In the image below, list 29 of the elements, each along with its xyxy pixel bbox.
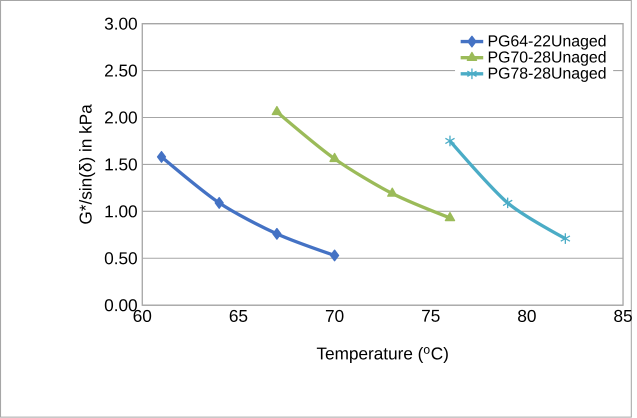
y-tick-label: 2.50 xyxy=(105,64,137,77)
point xyxy=(560,232,571,245)
point xyxy=(444,212,456,222)
point xyxy=(502,197,513,209)
point xyxy=(272,228,282,240)
x-tick-label: 85 xyxy=(614,310,632,322)
point xyxy=(444,135,456,148)
y-tick-label: 0.00 xyxy=(104,299,137,312)
x-tick-label: 80 xyxy=(518,310,536,322)
point xyxy=(329,152,340,162)
x-tick-label: 60 xyxy=(134,310,152,322)
point xyxy=(387,188,398,197)
legend-label: PG64-22Unaged xyxy=(488,34,606,50)
legend-label: PG70-28Unaged xyxy=(488,51,606,66)
y-tick-label: 0.50 xyxy=(104,252,137,264)
point xyxy=(214,197,224,209)
x-axis-title: Temperature ($^{o}$C) xyxy=(316,347,448,364)
y-tick-label: 1.00 xyxy=(105,205,137,218)
y-tick-label: 2.00 xyxy=(105,112,137,124)
x-tick-label: 75 xyxy=(422,310,440,322)
y-tick-label: 1.50 xyxy=(105,158,137,171)
y-axis-title: G*/sin(δ) in kPa xyxy=(79,104,96,224)
x-tick-label: 70 xyxy=(326,310,344,322)
x-tick-label: 65 xyxy=(230,310,248,322)
point xyxy=(272,106,282,116)
point xyxy=(330,250,340,262)
y-tick-label: 3.00 xyxy=(104,18,137,30)
legend-label: PG78-28Unaged xyxy=(488,67,606,82)
point xyxy=(156,151,166,163)
